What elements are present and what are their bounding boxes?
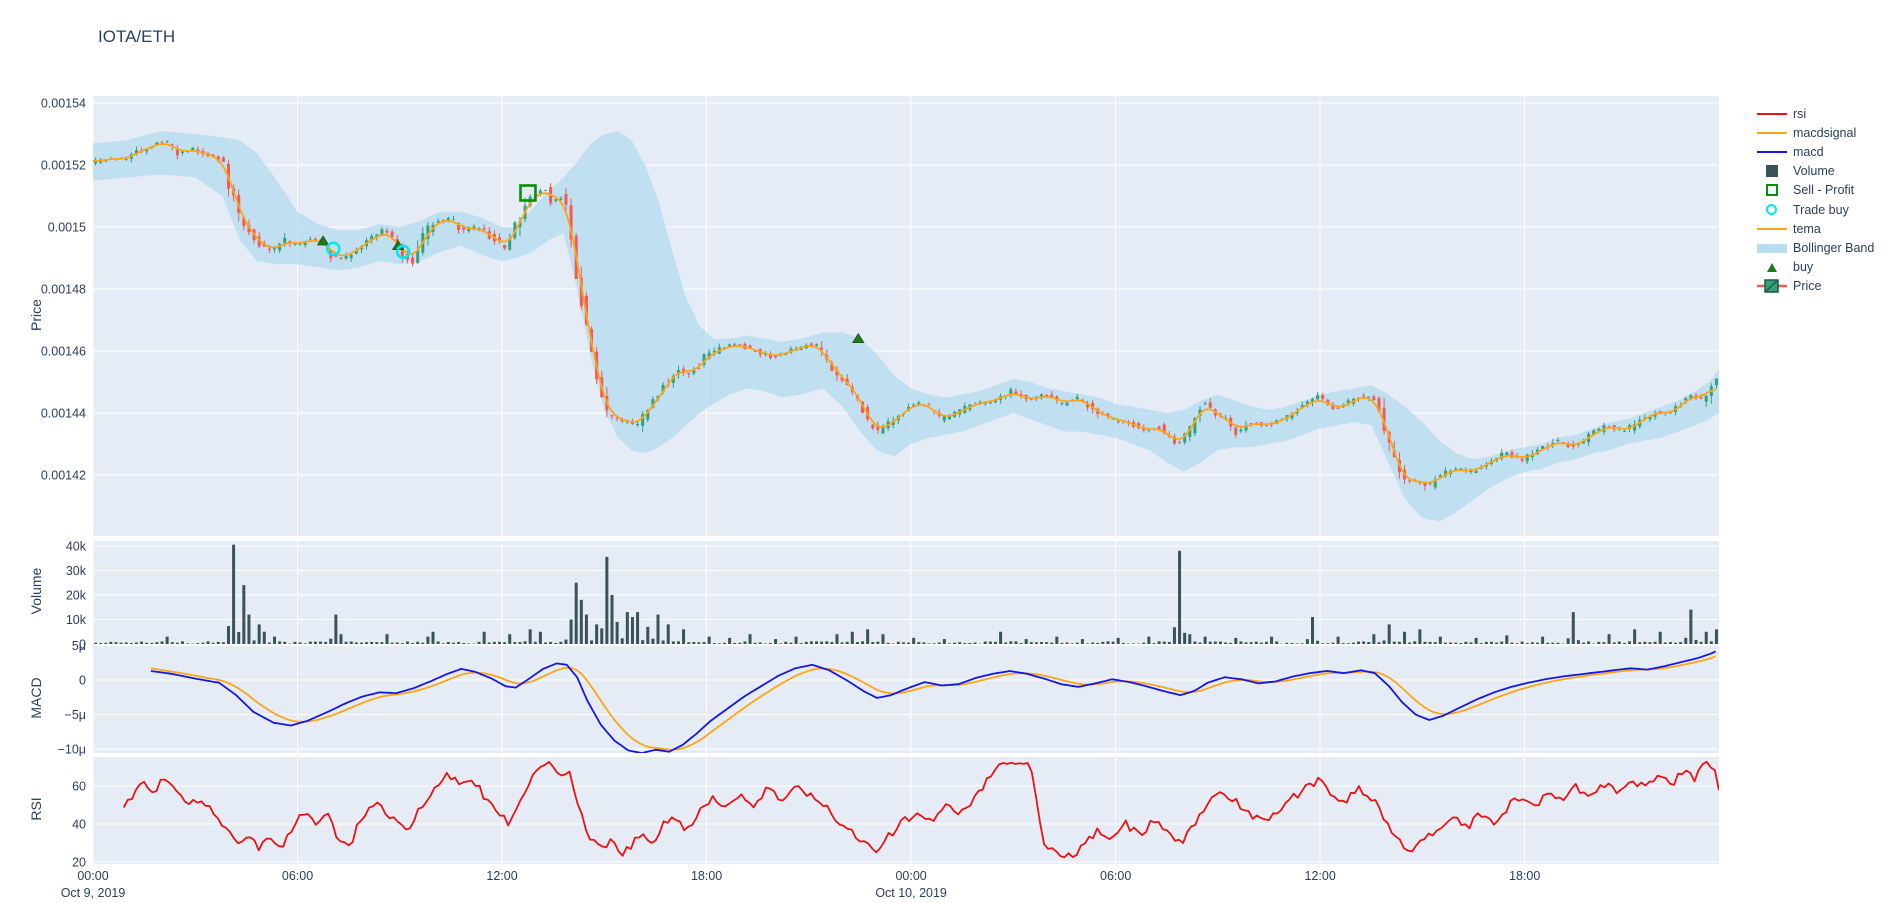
legend-label: rsi (1793, 106, 1807, 121)
macd-line (150, 650, 1717, 753)
trade-buy-marker[interactable] (395, 244, 411, 260)
rsi-series (122, 760, 1719, 859)
legend-item-trade-buy[interactable]: Trade buy (1757, 200, 1874, 219)
volume-series (94, 544, 1718, 644)
macd-axis-title: MACD (28, 677, 44, 719)
volume-tick-label: 0 (79, 638, 86, 652)
legend-item-macd[interactable]: macd (1757, 142, 1874, 161)
legend-item-tema[interactable]: tema (1757, 219, 1874, 238)
legend-item-sell-profit[interactable]: Sell - Profit (1757, 181, 1874, 200)
volume-tick-label: 10k (66, 613, 87, 627)
x-tick-label: 06:00 (282, 869, 313, 883)
legend: rsi macdsignal macd Volume Sell - Profit… (1757, 104, 1874, 296)
tema-line (93, 143, 1716, 484)
legend-label: macdsignal (1793, 125, 1857, 140)
panel-backgrounds (93, 96, 1719, 864)
price-tick-label: 0.00144 (41, 406, 86, 420)
legend-item-rsi[interactable]: rsi (1757, 104, 1874, 123)
macd-line-swatch (1757, 144, 1787, 160)
trade-buy-marker[interactable] (326, 241, 341, 257)
x-tick-label: 12:00 (1305, 869, 1336, 883)
price-tick-label: 0.00148 (41, 283, 86, 297)
legend-label: Price (1793, 279, 1822, 294)
volume-tick-label: 30k (66, 564, 87, 578)
bollinger-band-swatch (1757, 240, 1787, 256)
macd-tick-label: −10μ (58, 742, 86, 756)
rsi-axis-title: RSI (28, 797, 44, 821)
legend-label: Trade buy (1793, 202, 1849, 217)
macdsignal-line (150, 655, 1716, 751)
price-tick-label: 0.00142 (41, 468, 86, 482)
legend-item-macdsignal[interactable]: macdsignal (1757, 123, 1874, 142)
volume-panel[interactable] (93, 541, 1719, 644)
x-day-label: Oct 9, 2019 (61, 886, 126, 900)
sell-profit-marker[interactable] (519, 184, 537, 202)
volume-axis-title: Volume (28, 567, 44, 615)
price-tick-label: 0.0015 (48, 221, 86, 235)
macd-tick-label: 0 (79, 673, 86, 687)
rsi-line (122, 760, 1719, 859)
macd-tick-label: −5μ (65, 708, 86, 722)
legend-label: buy (1793, 260, 1814, 275)
legend-label: Volume (1793, 164, 1835, 179)
price-axis-title: Price (28, 299, 44, 331)
trade-buy-circle-swatch (1757, 202, 1787, 218)
buy-marker[interactable] (316, 235, 330, 246)
rsi-panel[interactable] (93, 757, 1719, 864)
bollinger-band-area (93, 131, 1719, 522)
x-tick-label: 00:00 (895, 869, 926, 883)
x-tick-label: 06:00 (1100, 869, 1131, 883)
legend-label: Sell - Profit (1793, 183, 1855, 198)
x-tick-label: 12:00 (486, 869, 517, 883)
sell-profit-square-swatch (1757, 182, 1787, 198)
x-tick-label: 00:00 (77, 869, 108, 883)
tema-line-swatch (1757, 221, 1787, 237)
x-tick-label: 18:00 (691, 869, 722, 883)
axis-ticks: 0.00154 0.00152 0.0015 0.00148 0.00146 0.0014… (41, 97, 1541, 900)
legend-label: macd (1793, 144, 1824, 159)
price-tick-label: 0.00146 (41, 345, 86, 359)
rsi-tick-label: 40 (72, 818, 86, 832)
buy-marker[interactable] (852, 332, 865, 344)
price-candle-swatch (1757, 278, 1787, 294)
price-tick-label: 0.00154 (41, 97, 86, 111)
buy-triangle-swatch (1757, 259, 1787, 275)
volume-tick-label: 40k (66, 539, 87, 553)
x-tick-label: 18:00 (1509, 869, 1540, 883)
gridlines (92, 96, 1719, 864)
legend-item-price[interactable]: Price (1757, 277, 1874, 296)
rsi-line-swatch (1757, 106, 1787, 122)
price-tick-label: 0.00152 (41, 159, 86, 173)
macd-panel[interactable] (93, 645, 1719, 753)
legend-label: Bollinger Band (1793, 240, 1875, 255)
legend-item-buy[interactable]: buy (1757, 258, 1874, 277)
macd-series (150, 650, 1717, 753)
price-series (93, 131, 1719, 522)
x-day-label: Oct 10, 2019 (875, 886, 947, 900)
legend-label: tema (1793, 221, 1821, 236)
rsi-tick-label: 20 (72, 856, 86, 870)
page-title: IOTA/ETH (98, 27, 176, 46)
macd-tick-label: 5μ (72, 639, 86, 653)
trade-markers (316, 184, 865, 344)
rsi-tick-label: 60 (72, 780, 86, 794)
volume-tick-label: 20k (66, 588, 87, 602)
legend-item-bollinger-band[interactable]: Bollinger Band (1757, 238, 1874, 257)
volume-square-swatch (1757, 163, 1787, 179)
macdsignal-line-swatch (1757, 125, 1787, 141)
legend-item-volume[interactable]: Volume (1757, 162, 1874, 181)
